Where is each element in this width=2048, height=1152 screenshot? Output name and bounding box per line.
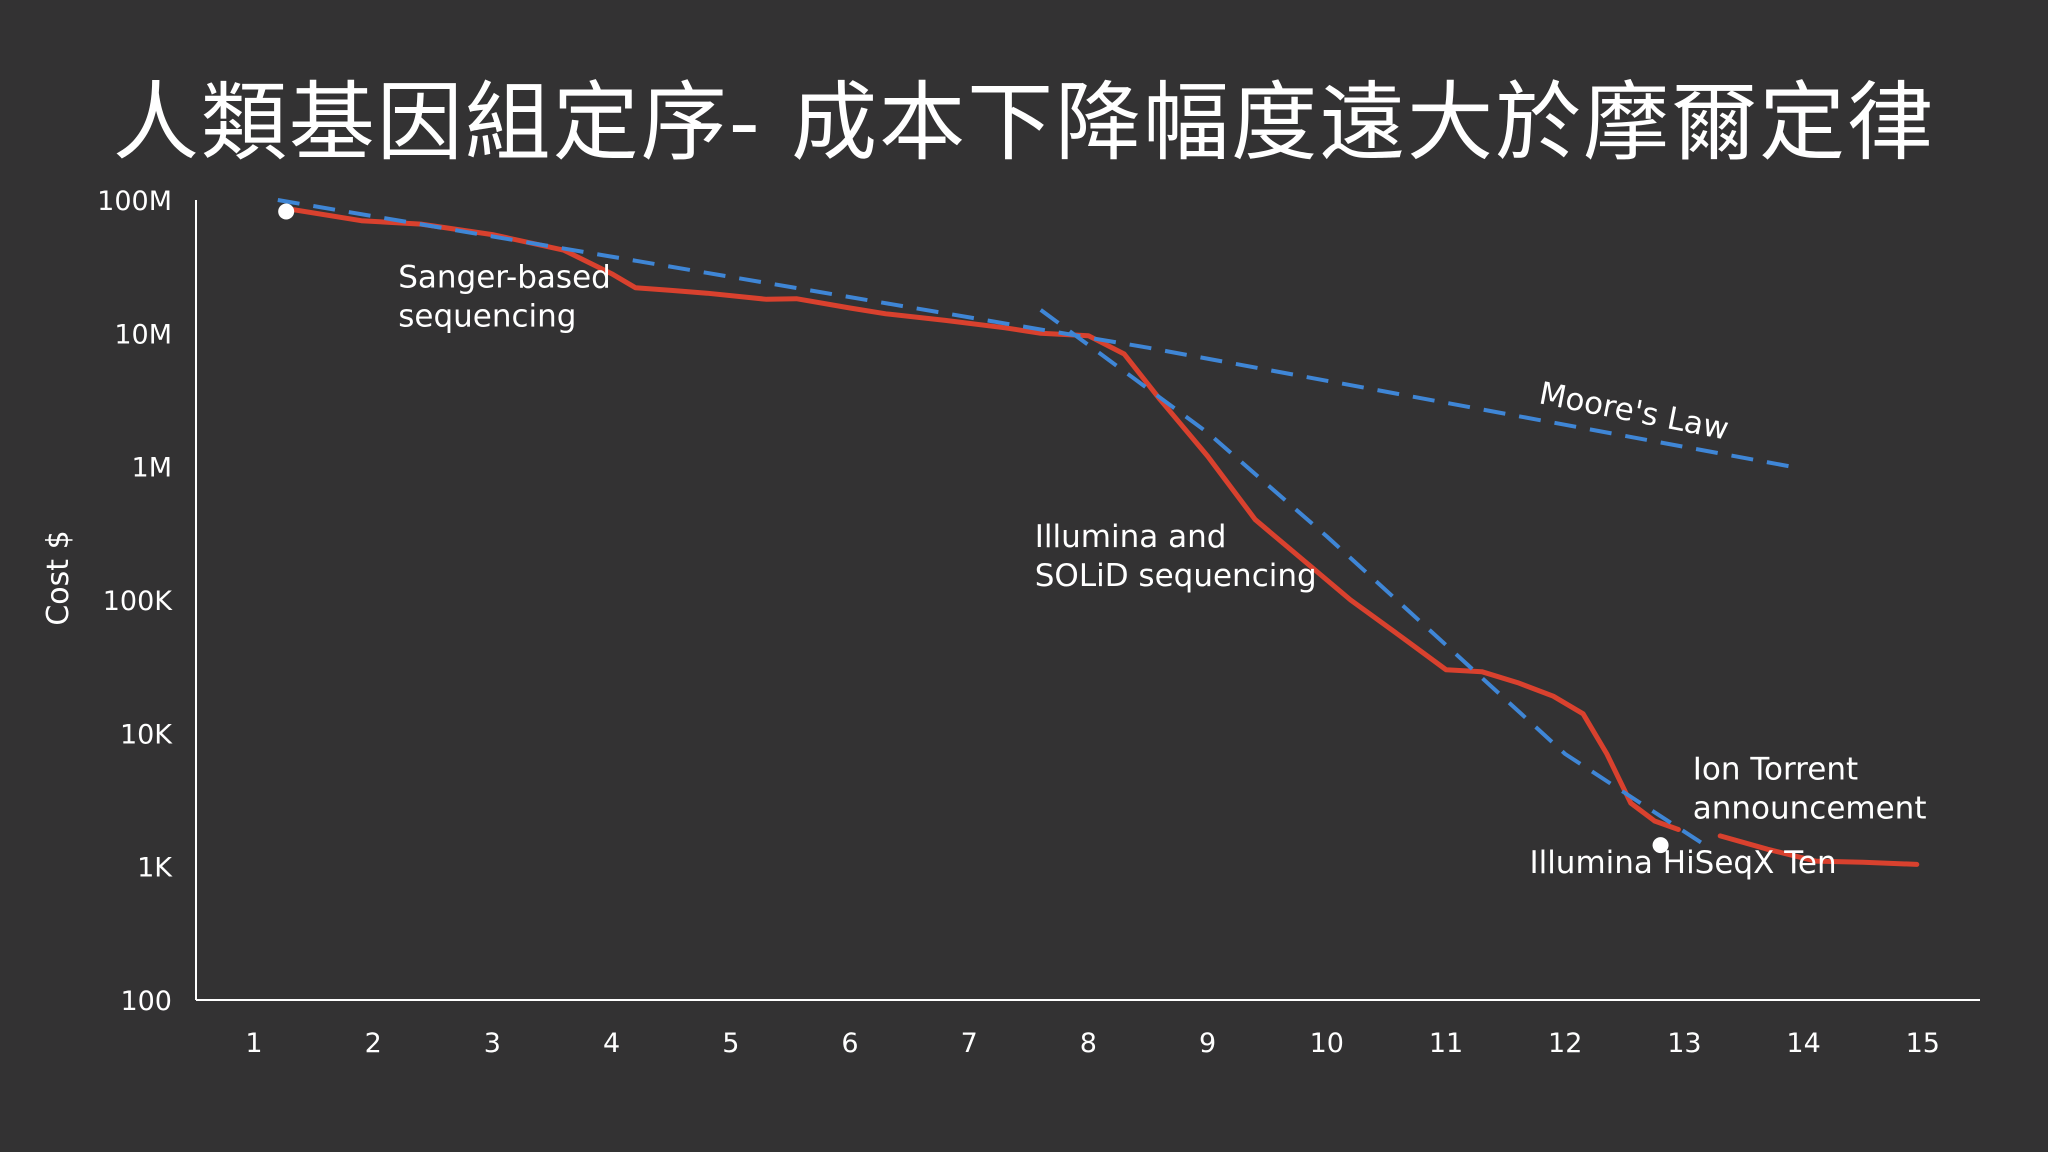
annotation-label: Illumina and SOLiD sequencing (1035, 519, 1317, 594)
x-tick-label: 10 (1310, 1028, 1344, 1059)
x-tick-label: 5 (722, 1028, 739, 1059)
trend-line-3 (1039, 308, 1710, 849)
x-tick-label: 13 (1667, 1028, 1701, 1059)
annotation-line: Illumina HiSeqX Ten (1529, 845, 1836, 881)
data-point-marker (1652, 837, 1669, 854)
x-tick-label: 12 (1548, 1028, 1582, 1059)
y-tick-label: 1M (132, 453, 172, 484)
trend-line-2 (277, 198, 1793, 469)
x-tick-label: 15 (1906, 1028, 1940, 1059)
annotation-line: Sanger-based (398, 260, 611, 296)
x-tick-label: 3 (484, 1028, 501, 1059)
annotation-line: sequencing (398, 299, 576, 335)
chart-axes (195, 200, 1980, 1001)
marker-layer (278, 203, 1669, 854)
y-tick-label: 100M (97, 186, 172, 217)
annotation-layer: Sanger-based sequencing Illumina and SOLiD … (398, 260, 1926, 881)
annotation-line: Ion Torrent (1693, 752, 1858, 788)
x-tick-label: 1 (245, 1028, 262, 1059)
x-tick-label: 6 (841, 1028, 858, 1059)
y-tick-label: 1K (137, 853, 173, 884)
annotation-line: SOLiD sequencing (1035, 558, 1317, 594)
y-axis-title: Cost $ (41, 530, 76, 625)
cost-line-0 (281, 205, 1681, 832)
annotation-label: Sanger-based sequencing (398, 260, 611, 335)
cost-line-1 (1717, 833, 1920, 867)
x-tick-label: 2 (365, 1028, 382, 1059)
data-point-marker (278, 203, 295, 220)
x-tick-label: 7 (961, 1028, 978, 1059)
annotation-label: Ion Torrent announcement (1693, 752, 1927, 827)
annotation-line: Illumina and (1035, 519, 1227, 555)
annotation-label: Illumina HiSeqX Ten (1529, 845, 1836, 881)
y-tick-labels: 100 1K 10K 100K 1M 10M 100M (97, 186, 173, 1017)
y-tick-label: 10K (120, 719, 173, 750)
x-tick-label: 4 (603, 1028, 620, 1059)
x-tick-label: 8 (1080, 1028, 1097, 1059)
x-tick-label: 9 (1199, 1028, 1216, 1059)
annotation-line: announcement (1693, 791, 1927, 827)
y-tick-label: 10M (114, 319, 172, 350)
x-tick-labels: 1 2 3 4 5 6 7 8 9 10 11 12 13 14 15 (245, 1028, 1940, 1059)
series-layer (277, 198, 1920, 867)
y-tick-label: 100 (120, 986, 172, 1017)
x-tick-label: 14 (1786, 1028, 1820, 1059)
slide-title: 人類基因組定序- 成本下降幅度遠大於摩爾定律 (112, 73, 1936, 173)
x-tick-label: 11 (1429, 1028, 1463, 1059)
y-tick-label: 100K (103, 586, 174, 617)
